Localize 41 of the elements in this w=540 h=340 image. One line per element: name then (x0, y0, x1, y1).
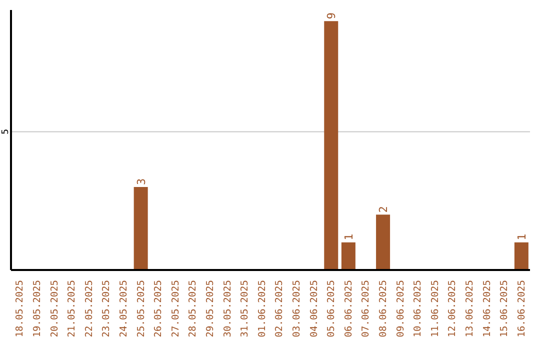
x-tick-label: 30.05.2025 (222, 280, 234, 338)
data-label: 3 (134, 178, 148, 186)
x-tick-label: 24.05.2025 (118, 280, 130, 338)
data-label: 9 (325, 12, 338, 20)
x-tick-label: 12.06.2025 (447, 280, 458, 338)
x-tick-label: 27.05.2025 (170, 280, 182, 338)
x-tick-label: 01.06.2025 (256, 280, 268, 338)
x-tick-label: 23.05.2025 (101, 280, 112, 338)
x-tick-label: 13.06.2025 (464, 280, 476, 338)
x-tick-label: 15.06.2025 (499, 280, 510, 338)
x-tick-label: 26.05.2025 (153, 280, 164, 338)
x-tick-label: 09.06.2025 (395, 280, 406, 338)
data-label: 1 (515, 234, 528, 240)
x-tick-label: 18.05.2025 (14, 280, 26, 338)
bar (514, 242, 528, 270)
x-tick-label: 16.06.2025 (516, 280, 528, 338)
y-tick-label: 5 (1, 128, 11, 134)
x-tick-label: 07.06.2025 (360, 280, 372, 338)
data-label: 1 (342, 234, 356, 240)
x-tick-label: 02.06.2025 (274, 280, 286, 338)
x-tick-label: 20.05.2025 (49, 280, 60, 338)
x-tick-label: 06.06.2025 (343, 280, 354, 338)
x-tick-label: 22.05.2025 (84, 280, 95, 338)
bar (134, 187, 148, 270)
x-tick-label: 08.06.2025 (378, 280, 389, 338)
bar (324, 21, 338, 270)
x-tick-label: 10.06.2025 (412, 280, 424, 338)
x-tick-label: 31.05.2025 (240, 280, 251, 338)
x-tick-label: 29.05.2025 (204, 280, 216, 338)
x-tick-label: 04.06.2025 (308, 280, 320, 338)
x-tick-label: 14.06.2025 (482, 280, 493, 338)
bar (376, 214, 390, 270)
x-tick-label: 19.05.2025 (32, 280, 43, 338)
x-tick-label: 11.06.2025 (430, 280, 441, 338)
x-tick-label: 28.05.2025 (188, 280, 199, 338)
bar (341, 242, 356, 270)
x-tick-label: 25.05.2025 (136, 280, 147, 338)
x-tick-label: 05.06.2025 (326, 280, 338, 338)
data-label: 2 (377, 206, 390, 213)
x-tick-label: 21.05.2025 (66, 280, 78, 338)
x-tick-label: 03.06.2025 (291, 280, 302, 338)
